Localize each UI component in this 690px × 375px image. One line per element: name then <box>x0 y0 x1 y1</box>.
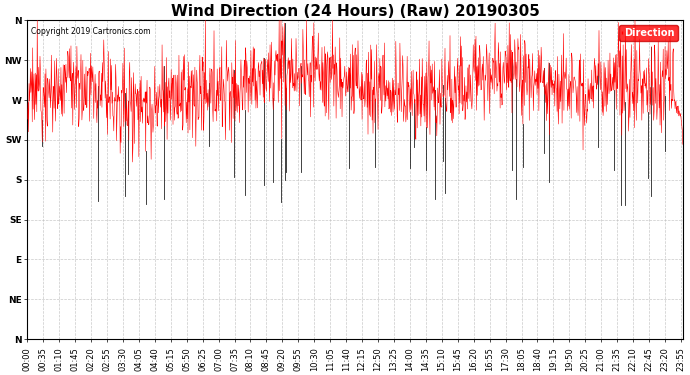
Text: Copyright 2019 Cartronics.com: Copyright 2019 Cartronics.com <box>30 27 150 36</box>
Legend: Direction: Direction <box>619 25 678 41</box>
Title: Wind Direction (24 Hours) (Raw) 20190305: Wind Direction (24 Hours) (Raw) 20190305 <box>170 4 540 19</box>
